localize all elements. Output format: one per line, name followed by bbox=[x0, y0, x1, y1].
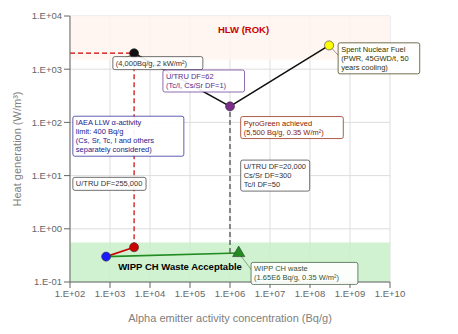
svg-text:1.E+02: 1.E+02 bbox=[32, 117, 62, 128]
svg-text:1.E+06: 1.E+06 bbox=[215, 288, 245, 299]
svg-text:Alpha emitter activity concent: Alpha emitter activity concentration (Bq… bbox=[128, 312, 332, 324]
svg-text:1.E-01: 1.E-01 bbox=[34, 276, 62, 287]
svg-text:Heat generation (W/m³): Heat generation (W/m³) bbox=[11, 92, 23, 207]
svg-text:Spent Nuclear Fuel(PWR, 45GWD/: Spent Nuclear Fuel(PWR, 45GWD/t, 50years… bbox=[341, 45, 409, 72]
svg-text:WIPP CH waste(1.65E6 Bq/g, 0.3: WIPP CH waste(1.65E6 Bq/g, 0.35 W/m²) bbox=[254, 264, 340, 282]
svg-text:1.E+00: 1.E+00 bbox=[32, 223, 62, 234]
svg-text:1.E+01: 1.E+01 bbox=[32, 170, 62, 181]
svg-text:U/TRU DF=20,000Cs/Sr DF=300Tc/: U/TRU DF=20,000Cs/Sr DF=300Tc/I DF=50 bbox=[244, 162, 306, 189]
svg-text:1.E+08: 1.E+08 bbox=[295, 288, 325, 299]
svg-text:1.E+07: 1.E+07 bbox=[255, 288, 285, 299]
svg-text:1.E+03: 1.E+03 bbox=[32, 64, 62, 75]
svg-text:(4,000Bq/g, 2 kW/m²): (4,000Bq/g, 2 kW/m²) bbox=[116, 59, 188, 68]
svg-text:IAEA LLW α-activitylimit: 400: IAEA LLW α-activitylimit: 400 Bq/g(Cs, S… bbox=[76, 118, 154, 154]
svg-text:1.E+04: 1.E+04 bbox=[32, 10, 62, 21]
svg-text:1.E+03: 1.E+03 bbox=[95, 288, 125, 299]
svg-text:1.E+04: 1.E+04 bbox=[135, 288, 165, 299]
svg-text:1.E+09: 1.E+09 bbox=[335, 288, 365, 299]
svg-text:PyroGreen achieved(5,500 Bq/g,: PyroGreen achieved(5,500 Bq/g, 0.35 W/m²… bbox=[244, 119, 325, 137]
svg-text:1.E+02: 1.E+02 bbox=[55, 288, 85, 299]
svg-text:1.E+10: 1.E+10 bbox=[375, 288, 405, 299]
svg-text:U/TRU DF=255,000: U/TRU DF=255,000 bbox=[76, 179, 143, 188]
svg-text:1.E+05: 1.E+05 bbox=[175, 288, 205, 299]
svg-text:HLW (ROK): HLW (ROK) bbox=[218, 24, 269, 35]
svg-text:WIPP CH Waste Acceptable: WIPP CH Waste Acceptable bbox=[118, 261, 242, 272]
svg-text:U/TRU DF=62(Tc/I, Cs/Sr DF=1): U/TRU DF=62(Tc/I, Cs/Sr DF=1) bbox=[166, 72, 227, 90]
